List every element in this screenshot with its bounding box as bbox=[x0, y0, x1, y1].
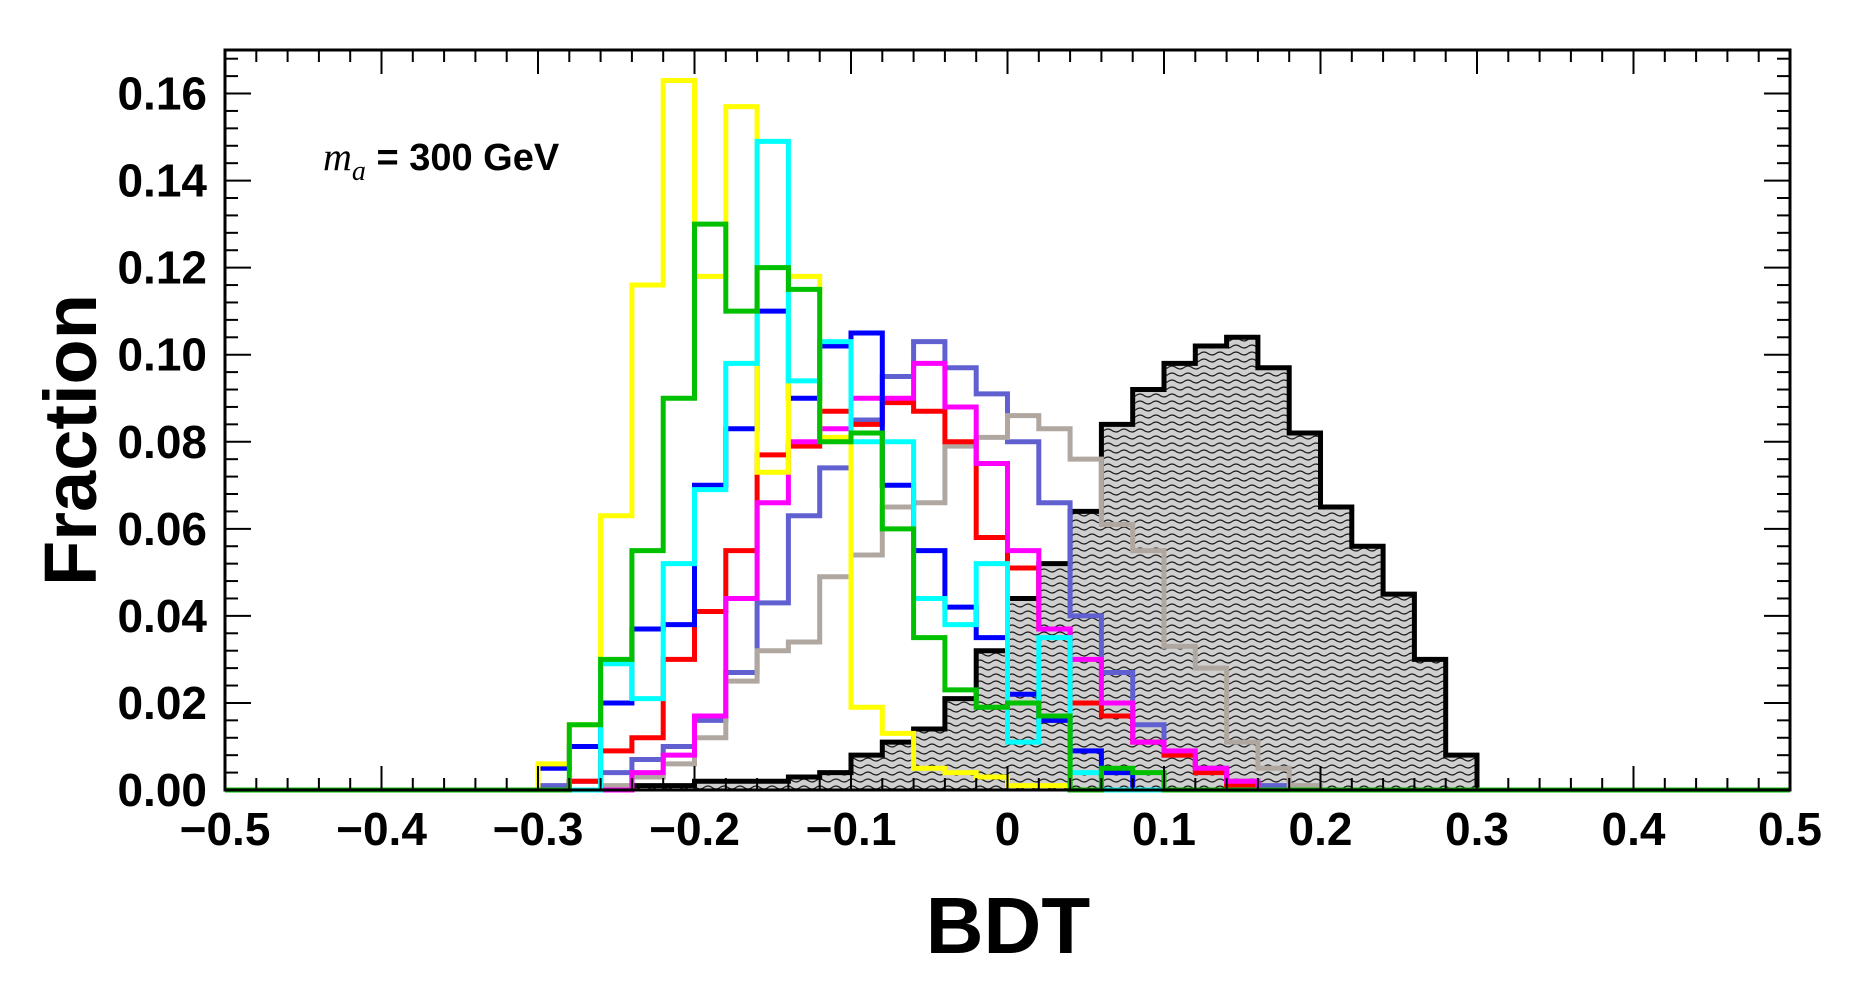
x-tick-label: −0.2 bbox=[649, 803, 740, 855]
x-axis-ticks: −0.5 −0.4 −0.3 −0.2 −0.1 0 0.1 0.2 0.3 0.4 0.5 bbox=[180, 50, 1822, 855]
y-tick-label: 0.02 bbox=[117, 677, 207, 729]
series-line-7 bbox=[225, 413, 1790, 793]
x-tick-label: 0.2 bbox=[1289, 803, 1353, 855]
x-tick-label: 0.3 bbox=[1445, 803, 1509, 855]
x-tick-label: 0.4 bbox=[1602, 803, 1666, 855]
annotation-subscript: a bbox=[351, 156, 366, 187]
annotation-symbol: m bbox=[323, 134, 352, 179]
x-tick-label: −0.5 bbox=[180, 803, 271, 855]
y-tick-label: 0.06 bbox=[117, 503, 207, 555]
y-axis-ticks: 0.00 0.02 0.04 0.06 0.08 0.10 0.12 0.14 0.16 bbox=[117, 57, 1790, 816]
x-axis-label: BDT bbox=[925, 881, 1091, 970]
y-tick-label: 0.16 bbox=[117, 68, 207, 120]
x-tick-label: 0.1 bbox=[1132, 803, 1196, 855]
y-tick-label: 0.10 bbox=[117, 329, 207, 381]
mass-annotation: ma = 300 GeV bbox=[323, 133, 560, 187]
y-tick-label: 0.00 bbox=[117, 764, 207, 816]
x-tick-label: 0 bbox=[995, 803, 1021, 855]
series-line-0 bbox=[225, 77, 1790, 793]
series-line-3 bbox=[225, 360, 1790, 793]
y-tick-label: 0.12 bbox=[117, 242, 207, 294]
y-tick-label: 0.14 bbox=[117, 155, 207, 207]
x-tick-label: 0.5 bbox=[1758, 803, 1822, 855]
x-tick-label: −0.3 bbox=[493, 803, 584, 855]
x-tick-label: −0.4 bbox=[336, 803, 427, 855]
y-axis-label: Fraction bbox=[29, 294, 112, 586]
annotation-text: = 300 GeV bbox=[376, 137, 560, 179]
series-line-1 bbox=[225, 308, 1790, 793]
x-tick-label: −0.1 bbox=[806, 803, 897, 855]
y-tick-label: 0.04 bbox=[117, 590, 207, 642]
y-tick-label: 0.08 bbox=[117, 416, 207, 468]
